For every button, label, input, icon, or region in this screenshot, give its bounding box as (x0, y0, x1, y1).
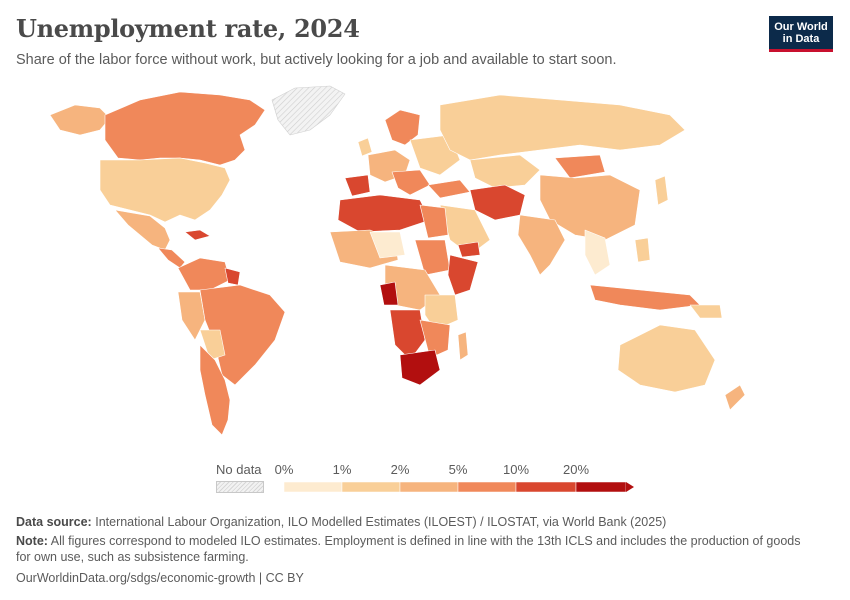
region-bolivia-paraguay[interactable] (199, 329, 226, 361)
legend-tick-5: 20% (562, 462, 590, 477)
region-india[interactable] (517, 214, 566, 276)
region-central-america[interactable] (157, 247, 186, 269)
region-papua-new-guinea[interactable] (689, 304, 723, 319)
region-egypt[interactable] (419, 204, 449, 239)
legend-bin-5[interactable] (575, 481, 627, 493)
region-canada[interactable] (104, 91, 266, 166)
legend-no-data-label: No data (216, 462, 262, 477)
region-argentina-chile[interactable] (199, 344, 231, 436)
region-yemen[interactable] (457, 241, 481, 258)
region-philippines[interactable] (634, 237, 651, 263)
note: Note: All figures correspond to modeled … (16, 533, 816, 565)
region-north-africa[interactable] (337, 194, 431, 233)
region-southeast-asia[interactable] (584, 229, 611, 276)
data-source-text[interactable]: International Labour Organization, ILO M… (95, 515, 667, 529)
note-label: Note: (16, 534, 48, 548)
region-usa[interactable] (99, 157, 231, 223)
data-source-label: Data source: (16, 515, 92, 529)
legend-tick-0: 0% (274, 462, 294, 477)
region-uk[interactable] (357, 137, 373, 157)
legend-arrow-tip (626, 482, 634, 492)
region-iran-afghanistan[interactable] (469, 184, 526, 221)
region-china[interactable] (539, 174, 641, 241)
region-indonesia[interactable] (589, 284, 701, 311)
legend-no-data-swatch[interactable] (216, 481, 264, 493)
logo-line-1: Our World (774, 21, 828, 33)
owid-logo[interactable]: Our World in Data (769, 16, 833, 52)
region-new-zealand[interactable] (724, 384, 746, 411)
region-scandinavia[interactable] (384, 109, 421, 146)
region-mali-niger[interactable] (369, 231, 406, 259)
legend-bin-1[interactable] (341, 481, 401, 493)
legend-bin-4[interactable] (515, 481, 577, 493)
region-italy-balkans[interactable] (391, 169, 431, 196)
region-australia[interactable] (617, 324, 716, 393)
region-russia[interactable] (439, 94, 686, 161)
world-map[interactable] (0, 78, 850, 448)
region-turkey[interactable] (427, 179, 471, 199)
legend-tick-4: 10% (502, 462, 530, 477)
legend-bin-0[interactable] (284, 481, 343, 493)
legend-tick-1: 1% (332, 462, 352, 477)
region-madagascar[interactable] (457, 331, 469, 361)
legend-bin-3[interactable] (457, 481, 517, 493)
legend-bin-2[interactable] (399, 481, 459, 493)
note-text: All figures correspond to modeled ILO es… (16, 534, 801, 564)
region-south-africa[interactable] (399, 349, 441, 386)
region-central-asia[interactable] (469, 154, 541, 189)
source-url[interactable]: OurWorldinData.org/sdgs/economic-growth … (16, 571, 304, 585)
page-title: Unemployment rate, 2024 (16, 14, 360, 43)
region-angola-namibia[interactable] (389, 309, 426, 361)
region-guyana[interactable] (224, 267, 241, 286)
region-spain[interactable] (344, 174, 371, 197)
logo-line-2: in Data (782, 33, 820, 45)
legend-tick-2: 2% (390, 462, 410, 477)
region-southern-africa[interactable] (419, 319, 451, 359)
legend-color-bar[interactable] (284, 481, 634, 493)
region-mongolia[interactable] (554, 154, 606, 179)
region-gabon-congo[interactable] (379, 281, 399, 306)
region-horn-africa[interactable] (447, 254, 479, 296)
region-colombia-venezuela[interactable] (177, 257, 231, 291)
region-japan[interactable] (654, 175, 669, 206)
region-greenland[interactable] (271, 85, 346, 136)
page-subtitle: Share of the labor force without work, b… (16, 52, 617, 68)
legend-tick-3: 5% (448, 462, 468, 477)
region-alaska[interactable] (49, 104, 111, 136)
data-source: Data source: International Labour Organi… (16, 514, 666, 530)
region-caribbean[interactable] (184, 229, 211, 241)
